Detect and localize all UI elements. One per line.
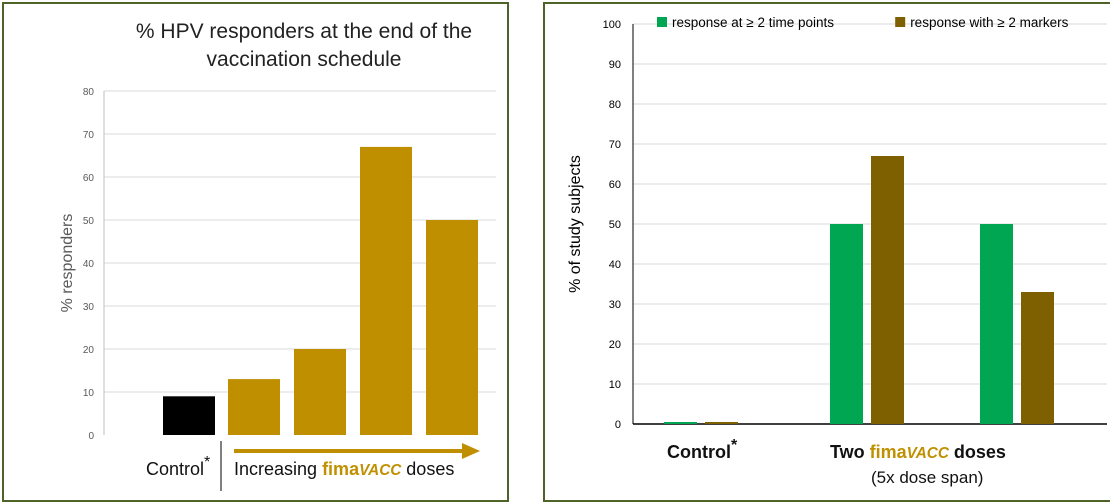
y-tick-label: 80	[83, 87, 95, 98]
y-tick-label: 10	[83, 388, 95, 399]
y-tick-label: 0	[615, 419, 621, 431]
right-dose-span-label: (5x dose span)	[871, 468, 984, 487]
right-brand-a: fima	[869, 442, 907, 462]
left-control-label: Control*	[146, 454, 210, 480]
y-tick-label: 50	[609, 219, 621, 231]
right-control-text: Control	[667, 442, 731, 462]
y-tick-label: 40	[609, 259, 621, 271]
right-chart-panel: 0 10 20 30 40 50 60 70 80 90 100 % of study subject…	[543, 2, 1110, 502]
bar-group0-series0	[664, 422, 697, 424]
left-title-line1: % HPV responders at the end of the	[135, 20, 473, 43]
bar-control	[163, 396, 215, 435]
bar-group1-series0	[830, 224, 863, 424]
y-tick-label: 40	[83, 259, 95, 270]
y-tick-label: 20	[83, 345, 95, 356]
y-axis-title: % responders	[59, 214, 76, 313]
y-tick-label: 70	[609, 139, 621, 151]
y-tick-label: 30	[609, 299, 621, 311]
y-tick-label: 50	[83, 216, 95, 227]
y-axis-title: % of study subjects	[567, 155, 584, 293]
right-brand-name: fimaVACC	[870, 442, 949, 462]
y-tick-label: 70	[83, 130, 95, 141]
y-tick-label: 0	[88, 431, 94, 442]
legend-swatch-1	[895, 17, 906, 27]
right-two-suffix: doses	[948, 442, 1006, 462]
right-brand-b: VACC	[906, 445, 949, 462]
right-two-doses-label: Two fimaVACC doses	[830, 442, 1006, 463]
y-tick-label: 30	[83, 302, 95, 313]
y-tick-label: 100	[603, 19, 621, 31]
left-increasing-suffix: doses	[401, 459, 455, 479]
bar-dose-1	[228, 379, 280, 435]
legend-label-1: response with ≥ 2 markers	[910, 15, 1068, 30]
increasing-arrow-head	[462, 443, 480, 459]
bar-group1-series1	[871, 156, 904, 424]
left-increasing-label: Increasing fimaVACC doses	[234, 459, 454, 480]
left-brand-name: fimaVACC	[322, 459, 401, 479]
y-tick-label: 60	[83, 173, 95, 184]
left-title-line2: vaccination schedule	[206, 48, 402, 71]
left-control-text: Control	[146, 459, 205, 479]
bar-group0-series1	[705, 422, 738, 424]
left-chart-svg: 0 10 20 30 40 50 60 70 80 % responders	[59, 87, 496, 491]
legend-label-0: response at ≥ 2 time points	[672, 15, 834, 30]
bar-group2-series0	[980, 224, 1013, 424]
right-control-asterisk: *	[730, 437, 738, 454]
y-tick-label: 90	[609, 59, 621, 71]
left-increasing-prefix: Increasing	[234, 459, 323, 479]
left-brand-a: fima	[322, 459, 360, 479]
y-tick-label: 10	[609, 379, 621, 391]
y-tick-label: 20	[609, 339, 621, 351]
y-tick-label: 60	[609, 179, 621, 191]
right-two-prefix: Two	[830, 442, 870, 462]
bar-group2-series1	[1021, 292, 1054, 424]
bar-dose-2	[294, 349, 346, 435]
bar-dose-4	[426, 220, 478, 435]
right-control-label: Control*	[667, 437, 737, 463]
right-chart-svg: 0 10 20 30 40 50 60 70 80 90 100 % of study subject…	[567, 15, 1107, 431]
left-chart-panel: % HPV responders at the end of the vacci…	[2, 2, 509, 502]
legend-swatch-0	[657, 17, 667, 27]
left-brand-b: VACC	[359, 462, 402, 479]
bar-dose-3	[360, 146, 412, 435]
left-control-asterisk: *	[204, 454, 211, 471]
left-chart-title: % HPV responders at the end of the vacci…	[99, 18, 509, 74]
y-tick-label: 80	[609, 99, 621, 111]
